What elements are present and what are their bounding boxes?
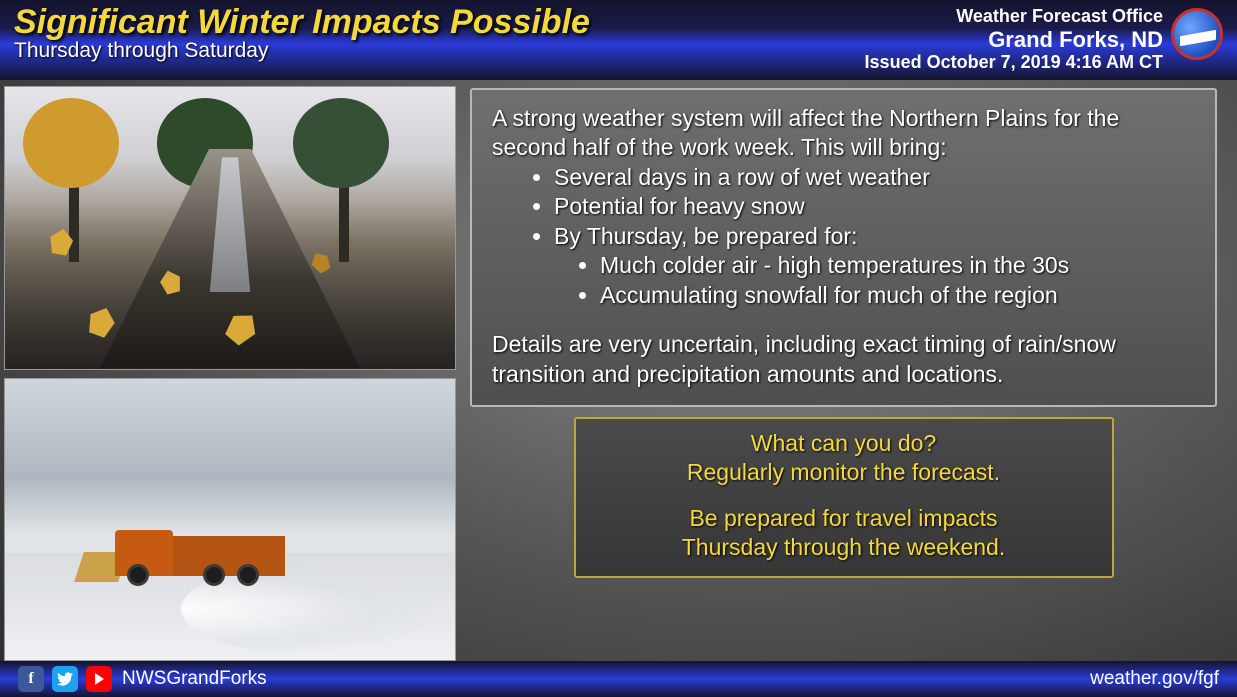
twitter-icon[interactable] (52, 666, 78, 692)
action-box: What can you do? Regularly monitor the f… (574, 417, 1114, 578)
image-column (0, 80, 462, 661)
info-bullet: By Thursday, be prepared for: Much colde… (554, 222, 1195, 310)
action-question: What can you do? (592, 429, 1096, 458)
action-line: Be prepared for travel impacts (592, 504, 1096, 533)
info-intro: A strong weather system will affect the … (492, 104, 1195, 163)
social-icons: f NWSGrandForks (18, 666, 267, 692)
page-subtitle: Thursday through Saturday (14, 39, 590, 63)
photo-snow-plow (4, 378, 456, 662)
header-left: Significant Winter Impacts Possible Thur… (14, 4, 590, 63)
footer-bar: f NWSGrandForks weather.gov/fgf (0, 661, 1237, 697)
header-right: Weather Forecast Office Grand Forks, ND … (865, 4, 1223, 73)
footer-url[interactable]: weather.gov/fgf (1090, 668, 1219, 690)
info-sub-bullets: Much colder air - high temperatures in t… (600, 251, 1195, 310)
action-line: Regularly monitor the forecast. (592, 458, 1096, 487)
info-bullets: Several days in a row of wet weather Pot… (554, 163, 1195, 310)
info-bullet: Several days in a row of wet weather (554, 163, 1195, 192)
photo-wet-road (4, 86, 456, 370)
content-area: A strong weather system will affect the … (0, 80, 1237, 661)
nws-logo-icon (1171, 8, 1223, 60)
plow-truck-icon (115, 514, 295, 586)
text-column: A strong weather system will affect the … (462, 80, 1237, 661)
issued-timestamp: Issued October 7, 2019 4:16 AM CT (865, 52, 1163, 73)
office-location: Grand Forks, ND (988, 27, 1163, 52)
office-label: Weather Forecast Office (956, 6, 1163, 27)
facebook-icon[interactable]: f (18, 666, 44, 692)
header-bar: Significant Winter Impacts Possible Thur… (0, 0, 1237, 80)
info-bullet-label: By Thursday, be prepared for: (554, 223, 857, 249)
page-title: Significant Winter Impacts Possible (14, 4, 590, 41)
info-sub-bullet: Much colder air - high temperatures in t… (600, 251, 1195, 280)
youtube-icon[interactable] (86, 666, 112, 692)
info-sub-bullet: Accumulating snowfall for much of the re… (600, 281, 1195, 310)
social-handle: NWSGrandForks (122, 668, 267, 690)
action-line: Thursday through the weekend. (592, 533, 1096, 562)
info-detail: Details are very uncertain, including ex… (492, 330, 1195, 389)
forecast-info-box: A strong weather system will affect the … (470, 88, 1217, 407)
info-bullet: Potential for heavy snow (554, 192, 1195, 221)
